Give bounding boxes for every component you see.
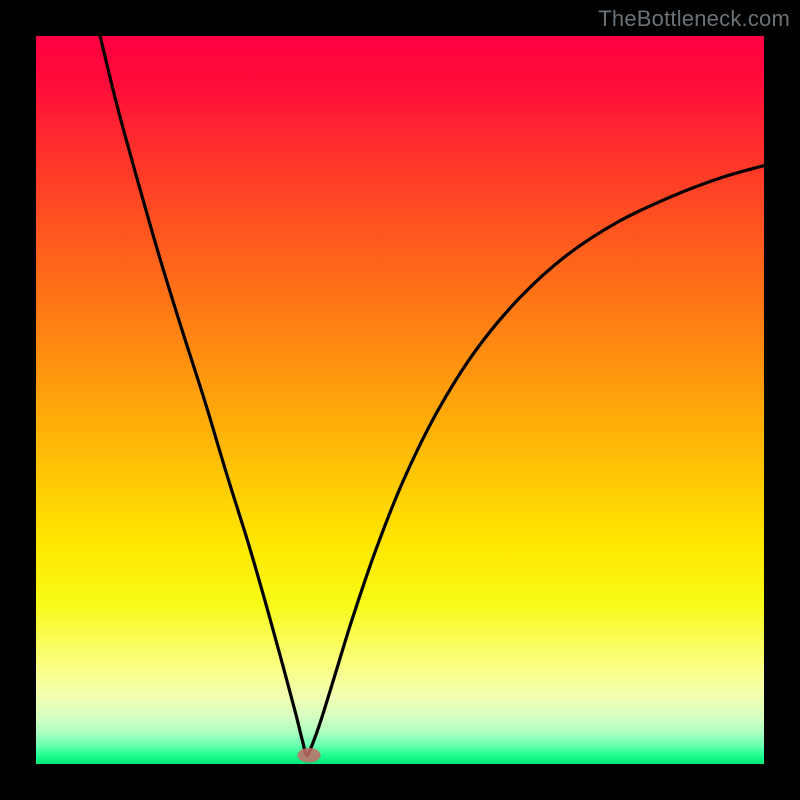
plot-frame [36, 36, 764, 764]
bottleneck-curve [36, 36, 764, 764]
curve-line [100, 36, 764, 755]
watermark-text: TheBottleneck.com [598, 6, 790, 32]
plot-area [36, 36, 764, 764]
minimum-marker [297, 748, 320, 763]
